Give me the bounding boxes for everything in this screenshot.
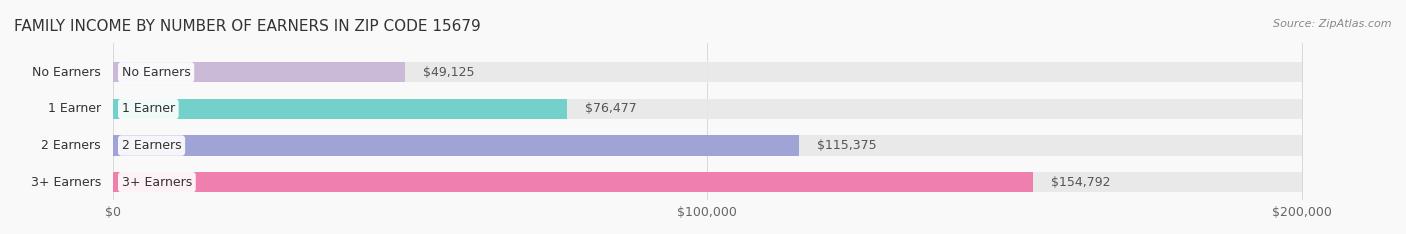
Bar bbox=[112, 62, 405, 82]
Text: FAMILY INCOME BY NUMBER OF EARNERS IN ZIP CODE 15679: FAMILY INCOME BY NUMBER OF EARNERS IN ZI… bbox=[14, 19, 481, 34]
Text: 1 Earner: 1 Earner bbox=[48, 102, 101, 115]
Text: 1 Earner: 1 Earner bbox=[122, 102, 174, 115]
Text: No Earners: No Earners bbox=[122, 66, 190, 79]
Text: $76,477: $76,477 bbox=[585, 102, 637, 115]
Bar bbox=[112, 99, 568, 119]
Text: 2 Earners: 2 Earners bbox=[41, 139, 101, 152]
Bar bbox=[112, 62, 1302, 82]
Bar bbox=[112, 99, 1302, 119]
Text: $115,375: $115,375 bbox=[817, 139, 876, 152]
Text: 2 Earners: 2 Earners bbox=[122, 139, 181, 152]
Text: No Earners: No Earners bbox=[32, 66, 101, 79]
Text: Source: ZipAtlas.com: Source: ZipAtlas.com bbox=[1274, 19, 1392, 29]
Text: 3+ Earners: 3+ Earners bbox=[31, 176, 101, 189]
Text: 3+ Earners: 3+ Earners bbox=[122, 176, 193, 189]
Bar bbox=[112, 172, 1302, 192]
Text: $49,125: $49,125 bbox=[423, 66, 474, 79]
Bar bbox=[112, 172, 1033, 192]
Bar bbox=[112, 135, 799, 156]
Bar bbox=[112, 135, 1302, 156]
Text: $154,792: $154,792 bbox=[1050, 176, 1111, 189]
